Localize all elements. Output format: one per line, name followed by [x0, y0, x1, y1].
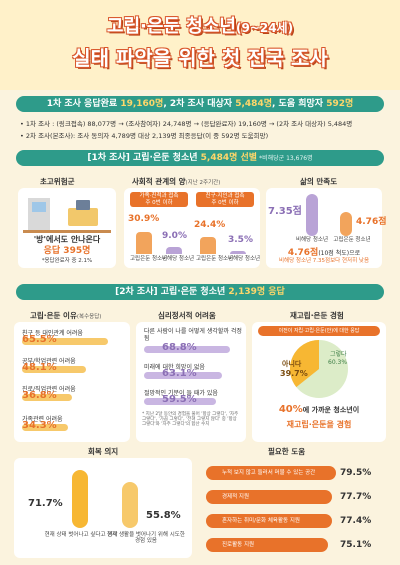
need-row-4: 진로활동 지원 — [206, 538, 328, 552]
room-illustration — [23, 198, 111, 233]
recovery-label-2: 현재 생활을 벗어나기 위해 시도한 경험 있음 — [107, 532, 185, 545]
bar-friend-other — [230, 251, 246, 254]
lbl-friend-isolated: 고립은둔 청소년 — [196, 256, 234, 262]
psych-card: 다른 사람이 나를 어떻게 생각할까 걱정됨 68.8% 미래에 대한 희망이 … — [136, 322, 246, 442]
psych-title: 심리정서적 어려움 — [158, 311, 216, 320]
pill-family-contact: 가족·친척과 접촉 주 0번 이하 — [130, 192, 188, 208]
need-pct-3: 77.4% — [340, 516, 372, 526]
reason-pct-2: 48.1% — [22, 362, 57, 373]
psych-label-1: 다른 사람이 나를 어떻게 생각할까 걱정됨 — [144, 328, 242, 343]
reason-pct-3: 36.8% — [22, 390, 57, 401]
recovery-label-1: 현재 상태 벗어나고 싶다고 생각 — [44, 532, 118, 538]
reexp-banner: 이전이 자립·고립·은둔(안)에 대한 응답 — [258, 326, 380, 336]
bar-satisfaction-isolated — [340, 212, 352, 236]
psych-pct-3: 59.5% — [162, 394, 197, 405]
reason-label-4: 가족관련 어려움 — [22, 416, 63, 423]
lbl-family-other: 비해당 청소년 — [162, 256, 195, 262]
psych-pct-1: 68.8% — [162, 342, 197, 353]
val-friend-other: 3.5% — [228, 235, 253, 245]
recovery-val-2: 55.8% — [146, 510, 181, 521]
social-relations-card: 가족·친척과 접촉 주 0번 이하 친구·지인과 접촉 주 0번 이하 30.9% … — [124, 188, 260, 268]
reason-pct-1: 65.5% — [22, 334, 57, 345]
need-row-2: 경제적 지원 — [206, 490, 332, 504]
val-satisfaction-other: 7.35점 — [268, 206, 302, 217]
reexp-footer-2: 재고립·은둔을 경험 — [286, 420, 352, 429]
psych-bar-2 — [144, 372, 222, 379]
reason-label-1: 친구 등 대인관계 어려움 — [22, 330, 83, 337]
recovery-val-1: 71.7% — [28, 498, 63, 509]
need-row-3: 혼자하는 취미/문화 체육활동 지원 — [206, 514, 332, 528]
reexp-yes-label: 아니다 — [282, 360, 302, 368]
reason-bar-2 — [22, 366, 86, 373]
title-line1: 고립·은둔 청소년(9~24세) — [106, 16, 294, 37]
recovery-bar-1 — [72, 470, 88, 528]
reexp-yes-pct: 39.7% — [280, 369, 308, 378]
recovery-card: 71.7% 55.8% 현재 상태 벗어나고 싶다고 생각 현재 생활을 벗어나… — [14, 458, 192, 558]
needs-title: 필요한 도움 — [268, 447, 306, 456]
section1-bar: [1차 조사] 고립·은둔 청소년 5,484명 선별 *비해당군 13,676명 — [16, 150, 384, 166]
social-relations-title: 사회적 관계의 양(지난 2주기간) — [132, 177, 221, 186]
life-satisfaction-title: 삶의 만족도 — [300, 177, 338, 186]
need-pct-1: 79.5% — [340, 468, 372, 478]
bar-family-other — [166, 247, 182, 254]
need-row-1: 누적 보지 않고 들러서 머물 수 있는 공간 — [206, 466, 336, 480]
bullet-2: • 2차 조사(본조사): 조사 동의자 4,789명 대상 2,139명 최종… — [20, 132, 269, 140]
high-risk-title: 초고위험군 — [40, 177, 75, 186]
section2-bar: [2차 조사] 고립·은둔 청소년 2,139명 응답 — [16, 284, 384, 300]
recovery-title: 회복 의지 — [88, 447, 119, 456]
recovery-bar-2 — [122, 482, 138, 528]
reason-bar-4 — [22, 424, 68, 431]
need-pct-2: 77.7% — [340, 492, 372, 502]
psych-bar-1 — [144, 346, 230, 353]
bar-friend-isolated — [200, 237, 216, 254]
pill-friend-contact: 친구·지인과 접촉 주 0번 이하 — [196, 192, 254, 208]
bullet-1: • 1차 조사 : (링크접속) 88,077명 → (조사참여자) 24,74… — [20, 120, 353, 128]
psych-note: * 지난 2달 동안의 경험을 물어 '항상 그렇다', '자주 그렇다', '… — [142, 412, 239, 428]
social-bars — [130, 212, 260, 254]
reason-bar-1 — [22, 338, 108, 345]
psych-pct-2: 63.1% — [162, 368, 197, 379]
val-family-other: 9.0% — [162, 231, 187, 241]
reexp-footer-1: 40%에 가까운 청소년이 — [278, 404, 360, 415]
lbl-family-isolated: 고립은둔 청소년 — [130, 256, 168, 262]
reason-label-3: 진로/직업관련 어려움 — [22, 386, 76, 393]
reexp-no-label: 그렇다 — [330, 351, 347, 358]
bar-family-isolated — [136, 232, 152, 254]
psych-label-3: 절망적인 기분이 들 때가 있음 — [144, 390, 218, 397]
psych-bar-3 — [144, 398, 216, 405]
high-risk-note: *응답완료자 중 2.1% — [41, 258, 93, 264]
need-pct-4: 75.1% — [340, 540, 372, 550]
life-satisfaction-card: 7.35점 4.76점 비해당 청소년 고립은둔 청소년 4.76점(10점 척… — [266, 188, 387, 268]
reexp-pie — [289, 339, 348, 398]
reason-bar-3 — [22, 394, 72, 401]
val-friend-isolated: 24.4% — [194, 220, 226, 230]
reexp-card: 이전이 자립·고립·은둔(안)에 대한 응답 아니다 39.7% 그렇다 60.… — [252, 322, 386, 442]
high-risk-card: '방'에서도 안나온다 응답 395명 *응답완료자 중 2.1% — [18, 188, 116, 268]
satisfaction-line1: 4.76점(10점 척도)으로 — [287, 248, 361, 258]
bar-satisfaction-other — [306, 194, 318, 236]
title-line2: 실태 파악을 위한 첫 전국 조사 — [72, 46, 328, 70]
header: 고립·은둔 청소년(9~24세) 실태 파악을 위한 첫 전국 조사 — [0, 0, 400, 90]
high-risk-count: 응답 395명 — [43, 246, 91, 256]
summary-bar: 1차 조사 응답완료 19,160명, 2차 조사 대상자 5,484명, 도움… — [16, 96, 384, 112]
reason-label-2: 공부/학업관련 어려움 — [22, 358, 76, 365]
reexp-title: 재고립·은둔 경험 — [290, 311, 344, 320]
reexp-no-pct: 60.3% — [328, 359, 348, 366]
val-satisfaction-isolated: 4.76점 — [356, 217, 387, 227]
high-risk-headline: '방'에서도 안나온다 — [33, 235, 101, 244]
lbl-friend-other: 비해당 청소년 — [228, 256, 261, 262]
lbl-satisfaction-isolated: 고립은둔 청소년 — [333, 237, 371, 243]
reasons-card: 친구 등 대인관계 어려움 65.5% 공부/학업관련 어려움 48.1% 진로… — [14, 322, 130, 442]
lbl-satisfaction-other: 비해당 청소년 — [295, 237, 329, 243]
satisfaction-line2: 비해당 청소년 7.35점보다 현저히 낮음 — [278, 258, 370, 264]
reason-pct-4: 34.3% — [22, 420, 57, 431]
psych-label-2: 미래에 대한 희망이 없음 — [144, 364, 205, 371]
reasons-title: 고립·은둔 이유(복수응답) — [30, 311, 102, 320]
val-family-isolated: 30.9% — [128, 214, 160, 224]
